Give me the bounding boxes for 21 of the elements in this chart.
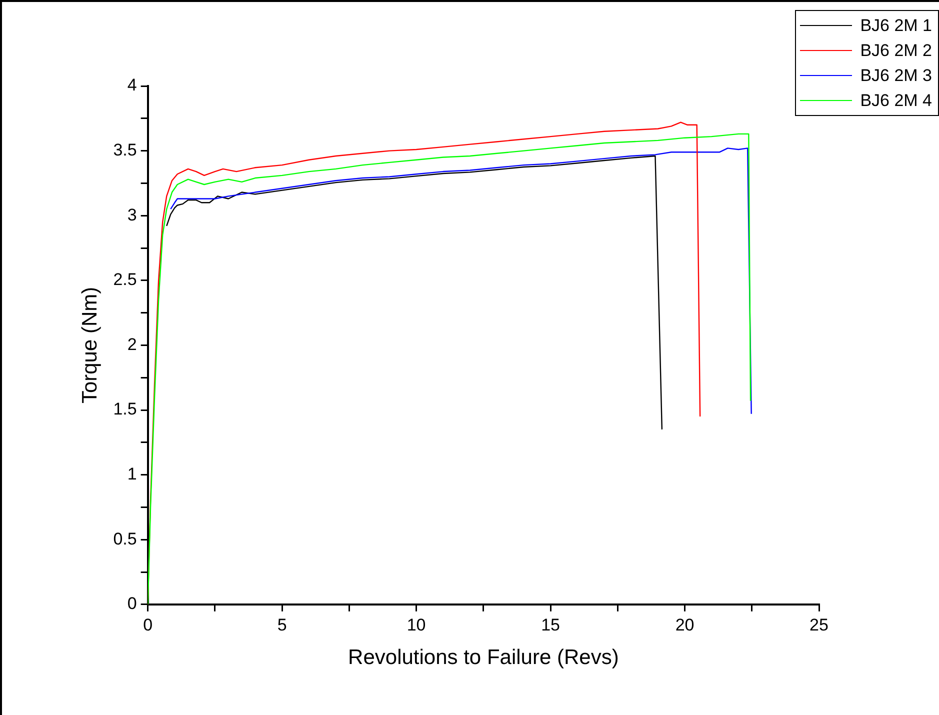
x-tick-label: 15 <box>541 615 560 634</box>
x-tick-label: 5 <box>277 615 287 634</box>
y-tick-label: 1 <box>127 464 137 484</box>
legend-label: BJ6 2M 3 <box>860 66 932 86</box>
x-axis-title: Revolutions to Failure (Revs) <box>348 646 619 670</box>
y-tick-label: 2.5 <box>113 270 137 290</box>
y-tick-label: 4 <box>127 76 137 95</box>
y-axis-title: Torque (Nm) <box>78 286 102 404</box>
y-tick-label: 1.5 <box>113 400 137 419</box>
y-tick-label: 3.5 <box>113 140 137 160</box>
x-tick-label: 10 <box>406 615 426 634</box>
legend-label: BJ6 2M 2 <box>860 40 932 60</box>
y-tick-label: 2 <box>127 334 137 354</box>
legend-label: BJ6 2M 4 <box>860 90 932 110</box>
y-tick-label: 3 <box>127 205 137 224</box>
x-tick-label: 20 <box>675 615 694 634</box>
x-tick-label: 25 <box>810 615 828 634</box>
y-tick-label: 0 <box>127 594 137 614</box>
y-tick-label: 0.5 <box>113 529 137 548</box>
x-tick-label: 0 <box>143 615 153 634</box>
legend-label: BJ6 2M 1 <box>860 16 932 36</box>
